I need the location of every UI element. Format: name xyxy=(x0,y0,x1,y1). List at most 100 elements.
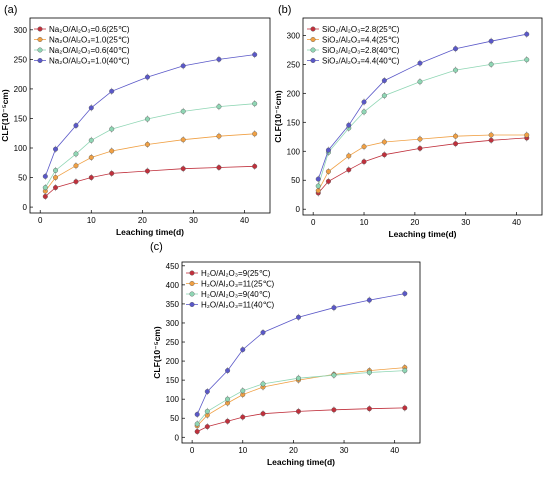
plot-frame xyxy=(302,17,543,216)
x-tick-label: 30 xyxy=(340,446,349,455)
chart-panel-2: (b) 0 10 20 30 40 0 50 100 150 200 250 300 Leaching t… xyxy=(273,4,543,239)
series-2 xyxy=(42,130,258,195)
data-point xyxy=(361,159,367,165)
data-point xyxy=(73,163,79,169)
legend-marker xyxy=(310,58,316,64)
data-point xyxy=(144,168,150,174)
y-tick-label: 300 xyxy=(287,31,301,40)
y-tick-label: 150 xyxy=(14,114,28,123)
x-tick-label: 10 xyxy=(360,218,369,227)
series-line xyxy=(196,293,405,415)
legend-entry: H₂O/Al₂O₃=11(25℃) xyxy=(201,280,275,289)
panel-label: (a) xyxy=(4,4,17,16)
data-point xyxy=(204,408,210,414)
data-point xyxy=(204,424,210,430)
legend-marker xyxy=(310,26,316,32)
data-point xyxy=(417,145,423,151)
legend-entry: H₂O/Al₂O₃=9(40℃) xyxy=(201,290,271,299)
data-point xyxy=(180,137,186,143)
series-4 xyxy=(194,290,408,418)
x-tick-label: 40 xyxy=(240,216,249,225)
data-point xyxy=(260,411,266,417)
data-point xyxy=(144,141,150,147)
data-point xyxy=(252,101,258,107)
data-point xyxy=(361,144,367,150)
series-line xyxy=(317,137,527,194)
panel-label: (b) xyxy=(278,4,291,16)
legend-entry: Na₂O/Al₂O₃=0.6(25℃) xyxy=(49,25,130,34)
legend-marker xyxy=(189,281,195,287)
data-point xyxy=(453,141,459,147)
data-point xyxy=(216,56,222,62)
legend-entry: Na₂O/Al₂O₃=1.0(25℃) xyxy=(49,36,130,45)
data-point xyxy=(488,132,494,138)
data-point xyxy=(53,175,59,181)
panel-label: (c) xyxy=(150,241,163,253)
data-point xyxy=(88,154,94,160)
data-point xyxy=(225,368,231,374)
data-point xyxy=(194,421,200,427)
series-line xyxy=(44,103,255,188)
y-tick-label: 400 xyxy=(166,281,180,290)
data-point xyxy=(417,60,423,66)
y-axis-label: CLF(10⁻⁵cm) xyxy=(152,326,162,379)
y-tick-label: 0 xyxy=(296,205,301,214)
data-point xyxy=(53,185,59,191)
data-point xyxy=(53,146,59,152)
data-point xyxy=(488,38,494,44)
legend-entry: H₂O/Al₂O₃=11(40℃) xyxy=(201,301,275,310)
data-point xyxy=(366,406,372,412)
data-point xyxy=(315,176,321,182)
series-4 xyxy=(42,51,258,180)
data-point xyxy=(346,167,352,173)
legend-entry: SiO₂/Al₂O₃=4.4(40℃) xyxy=(322,57,400,66)
legend: Na₂O/Al₂O₃=0.6(25℃) Na₂O/Al₂O₃=1.0(25℃) Na… xyxy=(34,25,130,66)
series-3 xyxy=(315,56,530,190)
data-point xyxy=(252,52,258,58)
plot-frame xyxy=(181,261,421,444)
data-point xyxy=(240,388,246,394)
data-point xyxy=(381,139,387,145)
data-point xyxy=(109,170,115,176)
y-tick-label: 250 xyxy=(166,338,180,347)
data-point xyxy=(180,63,186,69)
x-tick-label: 20 xyxy=(289,446,298,455)
data-point xyxy=(366,297,372,303)
series-2 xyxy=(315,131,530,195)
data-point xyxy=(144,74,150,80)
legend-entry: SiO₂/Al₂O₃=4.4(25℃) xyxy=(322,36,400,45)
y-tick-label: 100 xyxy=(14,144,28,153)
data-point xyxy=(216,164,222,170)
data-point xyxy=(295,408,301,414)
legend-marker xyxy=(189,270,195,276)
x-tick-label: 0 xyxy=(190,446,195,455)
data-point xyxy=(260,329,266,335)
y-axis-label: CLF(10⁻⁵cm) xyxy=(273,90,283,143)
data-point xyxy=(42,193,48,199)
data-point xyxy=(88,137,94,143)
legend-entry: Na₂O/Al₂O₃=1.0(40℃) xyxy=(49,57,130,66)
data-point xyxy=(53,167,59,173)
data-point xyxy=(88,175,94,181)
y-tick-label: 150 xyxy=(287,118,301,127)
y-tick-label: 450 xyxy=(166,262,180,271)
data-point xyxy=(453,46,459,52)
y-tick-label: 200 xyxy=(166,357,180,366)
x-axis-label: Leaching time(d) xyxy=(388,229,456,239)
series-1 xyxy=(194,404,408,436)
legend-marker xyxy=(189,302,195,308)
data-point xyxy=(180,108,186,114)
y-tick-label: 0 xyxy=(23,203,28,212)
data-point xyxy=(361,99,367,105)
y-tick-label: 300 xyxy=(14,26,28,35)
series-1 xyxy=(315,134,530,197)
data-point xyxy=(295,314,301,320)
legend-marker xyxy=(37,37,43,43)
series-3 xyxy=(194,367,408,428)
data-point xyxy=(331,407,337,413)
data-point xyxy=(109,126,115,132)
data-point xyxy=(417,79,423,85)
data-point xyxy=(325,178,331,184)
data-point xyxy=(346,153,352,159)
